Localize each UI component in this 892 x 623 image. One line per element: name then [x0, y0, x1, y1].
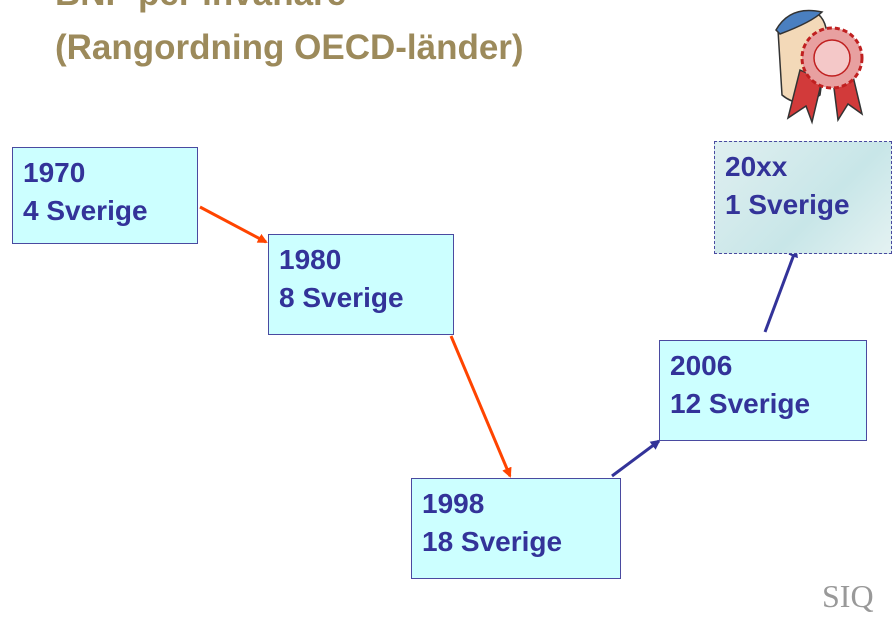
node: 2006 12 Sverige — [659, 340, 867, 441]
clipart — [775, 9, 864, 125]
node-year: 2006 — [670, 350, 733, 381]
arrow — [449, 335, 512, 478]
node: 1980 8 Sverige — [268, 234, 454, 335]
logo: SIQ — [822, 578, 874, 614]
node-rank: 18 Sverige — [422, 526, 563, 557]
arrow — [763, 247, 798, 333]
node-rank: 4 Sverige — [23, 195, 148, 226]
node-year: 1998 — [422, 488, 485, 519]
node-year: 1970 — [23, 157, 86, 188]
node: 20xx 1 Sverige — [714, 141, 892, 254]
node-rank: 1 Sverige — [725, 189, 850, 220]
node: 1998 18 Sverige — [411, 478, 621, 579]
title-line: (Rangordning OECD-länder) — [55, 28, 524, 67]
node-rank: 12 Sverige — [670, 388, 811, 419]
arrow — [199, 205, 268, 244]
node-year: 20xx — [725, 151, 788, 182]
title-line: BNP per invånare — [55, 0, 346, 14]
node-year: 1980 — [279, 244, 342, 275]
node-rank: 8 Sverige — [279, 282, 404, 313]
node: 1970 4 Sverige — [12, 147, 198, 244]
arrow — [611, 439, 661, 478]
